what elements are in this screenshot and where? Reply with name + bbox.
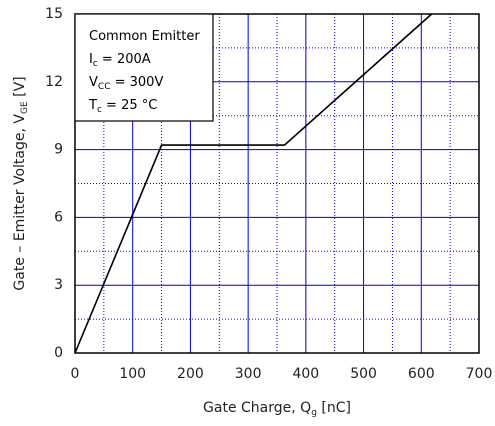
y-tick-label: 9 xyxy=(54,142,63,158)
subscript: c xyxy=(97,105,102,115)
y-axis-label: Gate – Emitter Voltage, VGE [V] xyxy=(12,76,30,290)
annotation-line: VCC = 300V xyxy=(89,75,163,92)
y-tick-label: 0 xyxy=(54,345,63,361)
subscript: CC xyxy=(98,82,111,92)
text-part: Gate Charge, Q xyxy=(203,400,311,416)
text-part: V xyxy=(89,75,98,90)
text-part: Common Emitter xyxy=(89,29,200,44)
subscript: c xyxy=(93,59,98,69)
y-tick-label: 15 xyxy=(45,6,63,22)
text-part: = 25 °C xyxy=(102,98,157,113)
subscript: GE xyxy=(20,101,30,114)
text-part: I xyxy=(89,52,93,67)
annotation-line: Ic = 200A xyxy=(89,52,151,69)
text-part: [nC] xyxy=(317,400,351,416)
annotation-line: Tc = 25 °C xyxy=(88,98,157,115)
data-line xyxy=(74,13,433,354)
x-tick-label: 700 xyxy=(466,366,493,382)
annotation-box xyxy=(74,13,214,122)
x-tick-label: 0 xyxy=(71,366,80,382)
text-part: Gate – Emitter Voltage, V xyxy=(12,114,28,291)
x-tick-label: 200 xyxy=(177,366,204,382)
x-tick-label: 500 xyxy=(350,366,377,382)
x-tick-label: 600 xyxy=(408,366,435,382)
x-tick-label: 400 xyxy=(292,366,319,382)
x-axis-label: Gate Charge, Qg [nC] xyxy=(203,400,351,418)
y-tick-label: 12 xyxy=(45,74,63,90)
annotation-line: Common Emitter xyxy=(89,29,200,44)
text-part: = 300V xyxy=(110,75,163,90)
text-part: [V] xyxy=(12,76,28,101)
plot-frame xyxy=(74,13,480,354)
subscript: g xyxy=(311,408,317,418)
text-part: = 200A xyxy=(98,52,151,67)
x-tick-label: 300 xyxy=(235,366,262,382)
text-part: T xyxy=(88,98,97,113)
y-tick-label: 3 xyxy=(54,277,63,293)
x-tick-label: 100 xyxy=(119,366,146,382)
y-tick-label: 6 xyxy=(54,209,63,225)
